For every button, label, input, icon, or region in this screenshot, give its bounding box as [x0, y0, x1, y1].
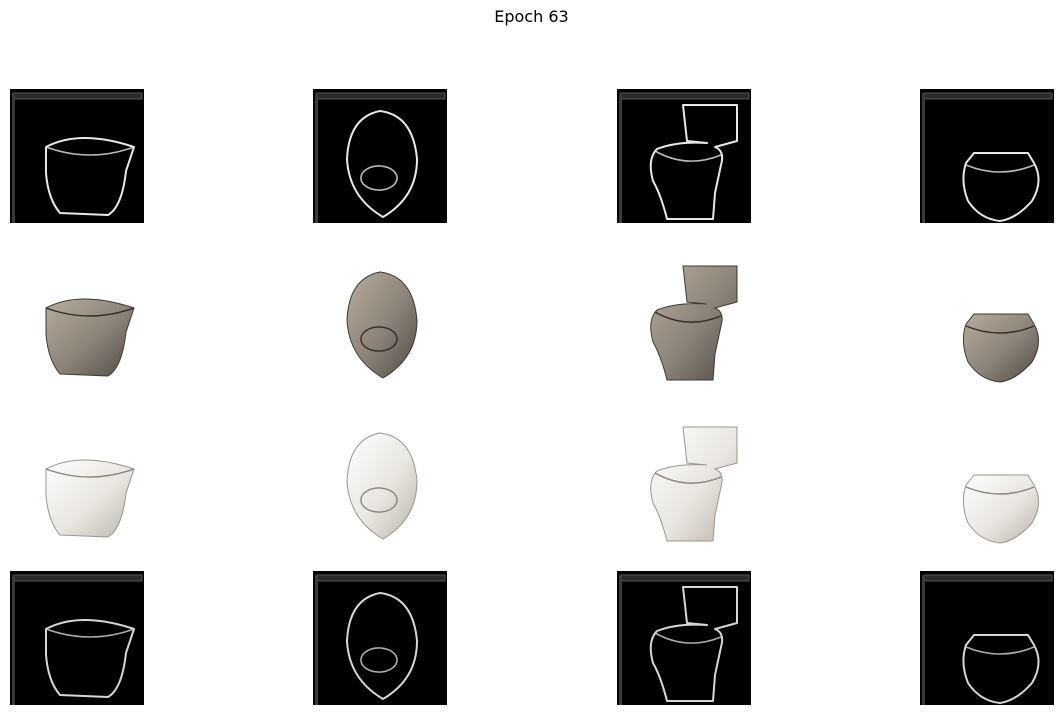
- bowl-rim-outline: [965, 646, 1035, 655]
- frame-bar: [620, 574, 750, 582]
- frame-bar: [316, 92, 446, 100]
- bowl-rim-outline: [965, 164, 1035, 173]
- frame-edge: [12, 93, 15, 223]
- frame-edge: [619, 93, 622, 223]
- tile-background: [10, 571, 144, 705]
- bidet-outline-reconstruction-svg: [10, 571, 144, 705]
- urinal-outline-reconstruction-svg: [313, 571, 447, 705]
- bowl-rim: [965, 486, 1035, 495]
- toilet-target-image-svg: [617, 411, 751, 545]
- bowl-generated-image-svg: [920, 250, 1054, 384]
- frame-edge: [922, 93, 925, 223]
- frame-edge: [12, 575, 15, 705]
- urinal-fixture: [346, 271, 418, 379]
- bidet-target-image-svg: [10, 411, 144, 545]
- toilet-outline: [649, 586, 738, 702]
- bowl-generated-image: [920, 250, 1054, 384]
- frame-bar: [620, 92, 750, 100]
- urinal-outline: [346, 592, 418, 700]
- bowl-rim: [965, 325, 1035, 334]
- frame-bar: [13, 574, 143, 582]
- toilet-fixture: [650, 265, 738, 381]
- toilet-rim-outline: [654, 632, 722, 644]
- toilet-outline-reconstruction-svg: [617, 571, 751, 705]
- toilet-outline: [649, 104, 738, 220]
- urinal-rim-outline: [360, 647, 398, 673]
- toilet-rim: [654, 311, 722, 323]
- bidet-generated-image: [10, 250, 144, 384]
- bowl-outline: [962, 634, 1040, 704]
- urinal-outline-input-svg: [313, 89, 447, 223]
- urinal-fixture: [346, 432, 418, 540]
- bidet-rim-outline: [45, 628, 135, 638]
- urinal-rim-outline: [360, 165, 398, 191]
- bidet-target-image: [10, 411, 144, 545]
- frame-edge: [619, 575, 622, 705]
- frame-bar: [923, 574, 1053, 582]
- bidet-outline-input-svg: [10, 89, 144, 223]
- toilet-outline-input: [617, 89, 751, 223]
- bidet-rim: [45, 307, 135, 317]
- urinal-generated-image: [313, 250, 447, 384]
- urinal-rim: [360, 487, 398, 513]
- bidet-generated-image-svg: [10, 250, 144, 384]
- bidet-outline: [45, 619, 135, 698]
- bowl-outline-reconstruction-svg: [920, 571, 1054, 705]
- urinal-generated-image-svg: [313, 250, 447, 384]
- bidet-outline-input: [10, 89, 144, 223]
- toilet-outline-input-svg: [617, 89, 751, 223]
- tile-background: [10, 89, 144, 223]
- bidet-rim: [45, 468, 135, 478]
- bidet-outline: [45, 137, 135, 216]
- bowl-outline-input: [920, 89, 1054, 223]
- toilet-fixture: [650, 426, 738, 542]
- toilet-rim-outline: [654, 150, 722, 162]
- urinal-target-image: [313, 411, 447, 545]
- frame-edge: [315, 575, 318, 705]
- toilet-generated-image-svg: [617, 250, 751, 384]
- urinal-outline: [346, 110, 418, 218]
- bowl-target-image-svg: [920, 411, 1054, 545]
- tile-background: [920, 89, 1054, 223]
- bidet-fixture: [45, 298, 135, 377]
- bowl-target-image: [920, 411, 1054, 545]
- urinal-target-image-svg: [313, 411, 447, 545]
- toilet-target-image: [617, 411, 751, 545]
- frame-bar: [923, 92, 1053, 100]
- figure-title: Epoch 63: [494, 7, 569, 26]
- frame-bar: [316, 574, 446, 582]
- bidet-rim-outline: [45, 146, 135, 156]
- urinal-outline-reconstruction: [313, 571, 447, 705]
- toilet-outline-reconstruction: [617, 571, 751, 705]
- frame-edge: [922, 575, 925, 705]
- urinal-outline-input: [313, 89, 447, 223]
- bowl-outline: [962, 152, 1040, 222]
- toilet-generated-image: [617, 250, 751, 384]
- frame-bar: [13, 92, 143, 100]
- tile-background: [920, 571, 1054, 705]
- tile-background: [313, 89, 447, 223]
- frame-edge: [315, 93, 318, 223]
- bidet-fixture: [45, 459, 135, 538]
- bowl-outline-reconstruction: [920, 571, 1054, 705]
- urinal-rim: [360, 326, 398, 352]
- bowl-outline-input-svg: [920, 89, 1054, 223]
- toilet-rim: [654, 472, 722, 484]
- bidet-outline-reconstruction: [10, 571, 144, 705]
- tile-background: [313, 571, 447, 705]
